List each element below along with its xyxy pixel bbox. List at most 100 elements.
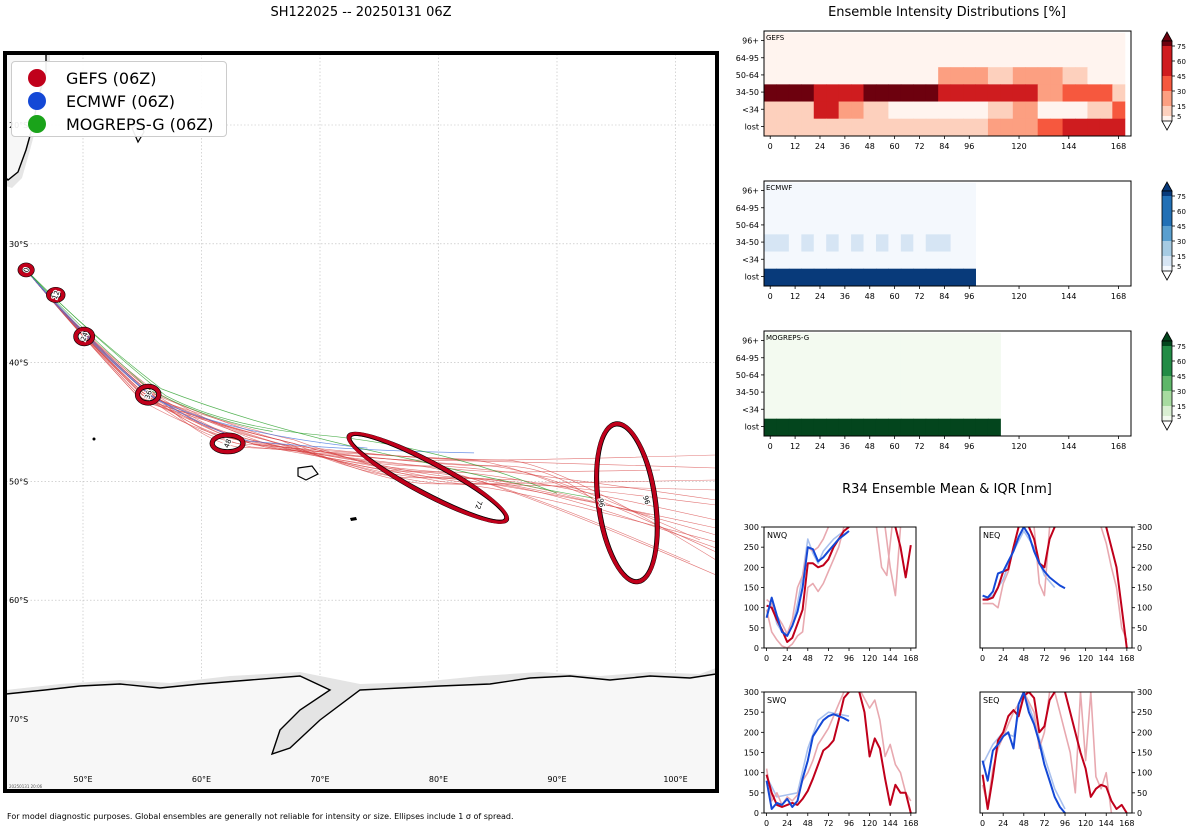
heatmap-x-tick-label: 72: [914, 442, 924, 451]
heatmap-cell: [788, 217, 802, 235]
r34-y-tick-label: 0: [1137, 644, 1142, 653]
heatmap-x-tick-label: 24: [815, 442, 825, 451]
r34-x-tick-label: 72: [823, 819, 833, 828]
heatmap-cell: [938, 118, 952, 137]
heatmap-cell: [776, 200, 790, 218]
heatmap-cell: [813, 268, 827, 287]
heatmap-row-label: 96+: [742, 187, 759, 196]
heatmap-cell: [938, 350, 952, 368]
spread-ellipse-inner: [350, 435, 506, 521]
heatmap-cell: [863, 67, 877, 85]
heatmap-cell: [987, 50, 1001, 68]
r34-y-tick-label: 300: [1137, 688, 1152, 697]
heatmap-cell: [913, 50, 927, 68]
heatmap-cell: [888, 84, 902, 103]
heatmap-x-tick-label: 48: [865, 292, 875, 301]
colorbar-tick-label: 5: [1177, 413, 1181, 421]
heatmap-x-tick-label: 120: [1011, 142, 1026, 151]
heatmap-x-tick-label: 36: [840, 292, 850, 301]
gefs-member-track: [25, 269, 716, 553]
heatmap-cell: [813, 32, 827, 51]
heatmap-row-label: 34-50: [736, 88, 759, 97]
heatmap-cell: [913, 101, 927, 120]
heatmap-cell: [913, 251, 927, 270]
heatmap-cell: [987, 84, 1001, 103]
colorbar-segment: [1162, 386, 1172, 392]
r34-x-tick-label: 168: [903, 819, 918, 828]
longitude-tick-label: 90°E: [547, 775, 566, 784]
colorbar-segment: [1162, 341, 1172, 347]
r34-x-tick-label: 24: [998, 819, 1008, 828]
colorbar-segment: [1162, 401, 1172, 407]
spread-ellipse-inner: [50, 291, 62, 299]
heatmap-cell: [764, 268, 777, 287]
heatmap-cell: [826, 234, 840, 253]
r34-y-tick-label: 150: [1137, 584, 1152, 593]
heatmap-cell: [900, 32, 914, 51]
heatmap-cell: [1037, 101, 1051, 120]
r34-y-tick-label: 50: [1137, 789, 1147, 798]
heatmap-cell: [963, 418, 976, 437]
r34-quadrant-label: NEQ: [983, 531, 1000, 540]
heatmap-cell: [925, 332, 939, 351]
ellipse-hour-label: 72: [473, 499, 483, 510]
heatmap-cell: [838, 182, 852, 201]
colorbar-segment: [1162, 381, 1172, 387]
heatmap-x-tick-label: 0: [768, 442, 773, 451]
heatmap-cell: [838, 401, 852, 420]
heatmap-cell: [875, 67, 889, 85]
heatmap-cell: [863, 118, 877, 137]
heatmap-cell: [801, 367, 815, 385]
heatmap-cell: [826, 332, 840, 351]
heatmap-cell: [1087, 67, 1101, 85]
colorbar-extend-bottom: [1161, 270, 1173, 281]
heatmap-cell: [801, 234, 815, 253]
colorbar-segment: [1162, 236, 1172, 242]
heatmap-cell: [826, 118, 840, 137]
heatmap-cell: [838, 32, 852, 51]
heatmap-cell: [813, 118, 827, 137]
r34-iqr-line: [1033, 527, 1051, 597]
heatmap-cell: [900, 182, 914, 201]
spread-ellipse-group: 12: [46, 286, 66, 303]
r34-x-tick-label: 168: [1119, 819, 1134, 828]
heatmap-cell: [1112, 67, 1126, 85]
map-title: SH122025 -- 20250131 06Z: [270, 5, 452, 20]
heatmap-cell: [776, 50, 790, 68]
r34-x-tick-label: 0: [980, 654, 985, 663]
heatmap-cell: [950, 401, 964, 420]
crozet-island: [92, 437, 96, 441]
heatmap-cell: [851, 84, 865, 103]
heatmap-cell: [801, 384, 815, 403]
heatmap-cell: [851, 67, 865, 85]
heatmap-cell: [938, 84, 952, 103]
r34-y-tick-label: 0: [754, 644, 759, 653]
heatmap-cell: [1025, 50, 1039, 68]
map-legend: GEFS (06Z) ECMWF (06Z) MOGREPS-G (06Z): [11, 61, 227, 137]
heatmap-cell: [851, 200, 865, 218]
heatmap-cell: [1099, 101, 1113, 120]
heatmap-cell: [950, 101, 964, 120]
r34-y-tick-label: 300: [1137, 523, 1152, 532]
heatmap-cell: [764, 234, 777, 253]
r34-y-tick-label: 0: [754, 809, 759, 818]
r34-y-tick-label: 100: [744, 604, 759, 613]
heatmap-cell: [875, 50, 889, 68]
colorbar-tick-label: 60: [1177, 358, 1186, 366]
heatmap-cell: [813, 50, 827, 68]
heatmap-cell: [1012, 32, 1026, 51]
heatmap-cell: [813, 251, 827, 270]
heatmap-cell: [776, 350, 790, 368]
heatmap-cell: [764, 217, 777, 235]
colorbar-segment: [1162, 356, 1172, 362]
heatmap-cell: [776, 67, 790, 85]
heatmap-x-tick-label: 60: [890, 292, 900, 301]
colorbar-extend-top: [1161, 331, 1173, 342]
colorbar-tick-label: 30: [1177, 88, 1186, 96]
heatmap-cell: [900, 234, 914, 253]
heatmap-cell: [813, 418, 827, 437]
colorbar-segment: [1162, 91, 1172, 97]
heatmap-x-tick-label: 12: [790, 442, 800, 451]
